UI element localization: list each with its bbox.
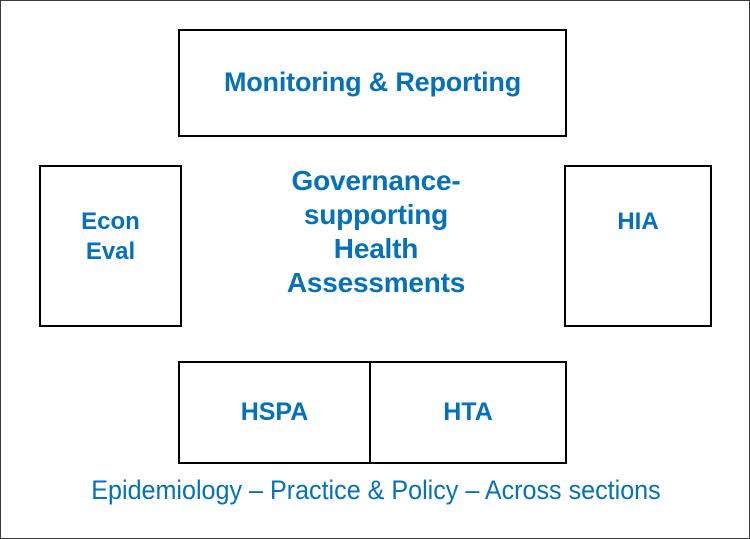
box-hta-label: HTA bbox=[443, 398, 493, 426]
box-monitoring-and-reporting[interactable]: Monitoring & Reporting bbox=[178, 29, 567, 137]
box-hspa[interactable]: HSPA bbox=[178, 361, 371, 464]
box-hspa-label: HSPA bbox=[240, 398, 309, 426]
box-hia[interactable]: HIA bbox=[564, 165, 712, 327]
box-econ-eval-label: Econ Eval bbox=[81, 208, 140, 265]
diagram-caption: Epidemiology – Practice & Policy – Acros… bbox=[91, 475, 661, 505]
box-hta[interactable]: HTA bbox=[369, 361, 567, 464]
center-title-label: Governance- supporting Health Assessment… bbox=[286, 165, 466, 299]
box-econ-eval[interactable]: Econ Eval bbox=[39, 165, 182, 327]
box-hia-label: HIA bbox=[617, 208, 659, 235]
box-monitoring-and-reporting-label: Monitoring & Reporting bbox=[223, 67, 522, 98]
center-title-block: Governance- supporting Health Assessment… bbox=[206, 164, 546, 329]
